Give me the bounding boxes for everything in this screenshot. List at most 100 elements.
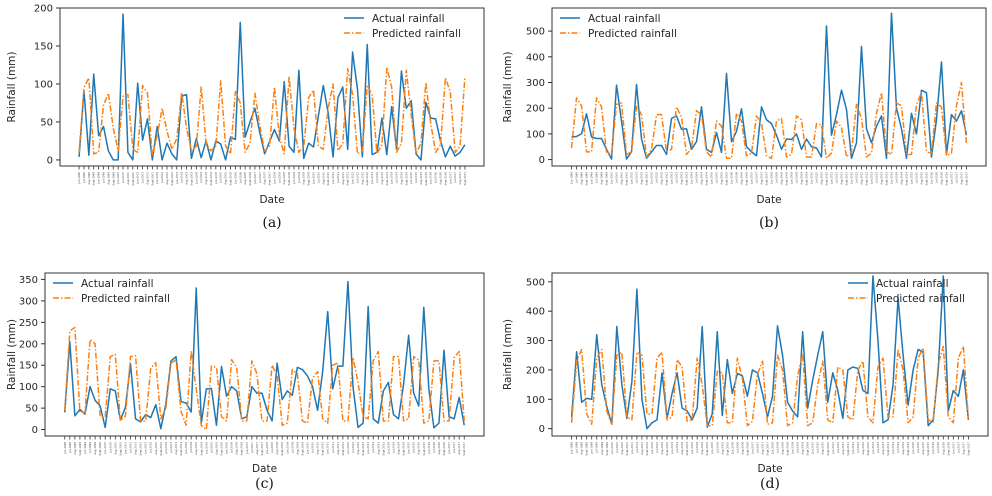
x-tick-label: Sept-2000	[131, 172, 135, 186]
y-tick-label: 0	[539, 155, 545, 166]
x-tick-label: Jul-2003	[675, 172, 679, 184]
x-tick-label: Sept-2007	[765, 442, 769, 456]
x-tick-label: Jun-2001	[123, 442, 127, 455]
plot-frame	[551, 7, 987, 167]
chart-b: 0 100 200 300 400 500 Jun-1998 Jul-1998 Aug-1998…	[502, 7, 987, 231]
predicted-rainfall-line	[78, 66, 466, 157]
x-tick-label: Jul-2016	[432, 442, 436, 454]
x-tick-label: Aug-2009	[302, 172, 306, 185]
x-tick-label: Jun-2014	[891, 442, 895, 455]
x-tick-label: Jun-2017	[447, 442, 451, 455]
x-tick-label: Jul-2015	[916, 442, 920, 454]
x-tick-label: Jun-2012	[851, 442, 855, 455]
x-tick-label: Sept-2008	[784, 172, 788, 186]
x-tick-label: Jul-2014	[896, 442, 900, 454]
legend-predicted-label: Predicted rainfall	[81, 293, 170, 305]
x-tick-label: Sept-2008	[287, 172, 291, 186]
x-tick-label: Aug-2011	[839, 172, 843, 185]
x-tick-label: Jul-1998	[575, 172, 579, 184]
x-tick-label: Jul-2012	[355, 172, 359, 184]
x-tick-label: Aug-1998	[580, 172, 584, 185]
x-tick-label: Jul-2000	[121, 172, 125, 184]
x-tick-label: Jun-2015	[407, 442, 411, 455]
x-tick-label: Aug-2013	[881, 442, 885, 455]
x-tick-label: Jun-2007	[750, 172, 754, 185]
x-tick-label: Jul-2013	[874, 172, 878, 184]
x-tick-label: Sept-2005	[220, 442, 224, 456]
x-tick-label: Aug-2006	[740, 442, 744, 455]
x-tick-label: Jul-2008	[270, 442, 274, 454]
x-axis-label: Date	[252, 463, 277, 475]
x-tick-label: Sept-2013	[381, 442, 385, 456]
y-tick-label: 200	[34, 4, 53, 15]
x-tick-label: Jun-2006	[730, 172, 734, 185]
x-tick-label: Jun-2004	[690, 172, 694, 185]
x-tick-label: Aug-2004	[204, 172, 208, 185]
y-tick-label: 50	[25, 404, 38, 415]
plot-frame	[551, 272, 989, 437]
x-tick-label: Jul-2009	[290, 442, 294, 454]
x-tick-label: Jul-2006	[735, 442, 739, 454]
x-tick-label: Jun-2003	[175, 172, 179, 185]
x-tick-label: Jun-2008	[272, 172, 276, 185]
x-tick-label: Jun-2002	[650, 442, 654, 455]
x-tick-label: Jun-2013	[869, 172, 873, 185]
x-tick-label: Jul-2007	[755, 172, 759, 184]
x-tick-label: Aug-2012	[859, 172, 863, 185]
x-tick-label: Aug-2009	[295, 442, 299, 455]
x-tick-label: Jun-2013	[370, 172, 374, 185]
x-tick-label: Jul-2000	[615, 442, 619, 454]
x-tick-label: Aug-1999	[600, 172, 604, 185]
x-tick-label: Jun-1999	[590, 172, 594, 185]
x-tick-label: Aug-2007	[263, 172, 267, 185]
x-tick-label: Jun-1998	[570, 172, 574, 185]
x-tick-label: Sept-2004	[199, 442, 203, 456]
x-tick-label: Jun-2007	[750, 442, 754, 455]
x-tick-label: Jun-2004	[184, 442, 188, 455]
x-tick-label: Aug-2016	[941, 442, 945, 455]
x-tick-label: Jun-2010	[305, 442, 309, 455]
x-tick-label: Jun-2017	[448, 172, 452, 185]
x-tick-label: Sept-2009	[300, 442, 304, 456]
x-tick-label: Jun-2008	[769, 172, 773, 185]
x-tick-label: Jul-2015	[414, 172, 418, 184]
x-tick-label: Sept-2011	[844, 172, 848, 186]
x-tick-label: Jul-2010	[814, 172, 818, 184]
x-tick-label: Jun-2009	[791, 442, 795, 455]
x-tick-label: Jun-2013	[871, 442, 875, 455]
x-tick-label: Jul-2014	[894, 172, 898, 184]
x-tick-label: Sept-2010	[326, 172, 330, 186]
x-tick-label: Sept-2000	[625, 172, 629, 186]
x-tick-label: Aug-2005	[720, 172, 724, 185]
x-tick-label: Jul-2017	[452, 442, 456, 454]
x-tick-label: Sept-1999	[98, 442, 102, 456]
x-tick-label: Sept-1998	[78, 442, 82, 456]
x-tick-label: Sept-2001	[139, 442, 143, 456]
y-tick-label: 50	[40, 117, 53, 128]
x-tick-label: Jul-2000	[615, 172, 619, 184]
x-tick-label: Sept-2015	[924, 172, 928, 186]
y-axis-label: Rainfall (mm)	[6, 319, 18, 390]
x-tick-label: Jul-2017	[956, 442, 960, 454]
x-tick-label: Aug-2003	[680, 442, 684, 455]
legend: Actual rainfall Predicted rainfall	[344, 13, 461, 40]
x-tick-label: Jul-2015	[412, 442, 416, 454]
x-tick-label: Aug-2012	[861, 442, 865, 455]
x-tick-label: Jun-2001	[630, 442, 634, 455]
x-tick-label: Jul-2014	[395, 172, 399, 184]
y-tick-label: 0	[47, 155, 53, 166]
x-tick-label: Sept-2001	[150, 172, 154, 186]
x-tick-label: Aug-2014	[397, 442, 401, 455]
x-tick-label: Sept-1999	[111, 172, 115, 186]
x-tick-label: Sept-2011	[341, 442, 345, 456]
x-tick-label: Aug-2004	[194, 442, 198, 455]
y-tick-label: 300	[526, 78, 545, 89]
legend: Actual rainfall Predicted rainfall	[53, 278, 170, 305]
x-tick-label: Sept-2016	[443, 172, 447, 186]
x-tick-label: Aug-1999	[93, 442, 97, 455]
x-tick-label: Sept-2006	[248, 172, 252, 186]
predicted-rainfall-line	[64, 326, 465, 431]
x-tick-label: Jul-1998	[575, 442, 579, 454]
x-tick-label: Sept-2014	[404, 172, 408, 186]
x-tick-label: Sept-2009	[804, 172, 808, 186]
